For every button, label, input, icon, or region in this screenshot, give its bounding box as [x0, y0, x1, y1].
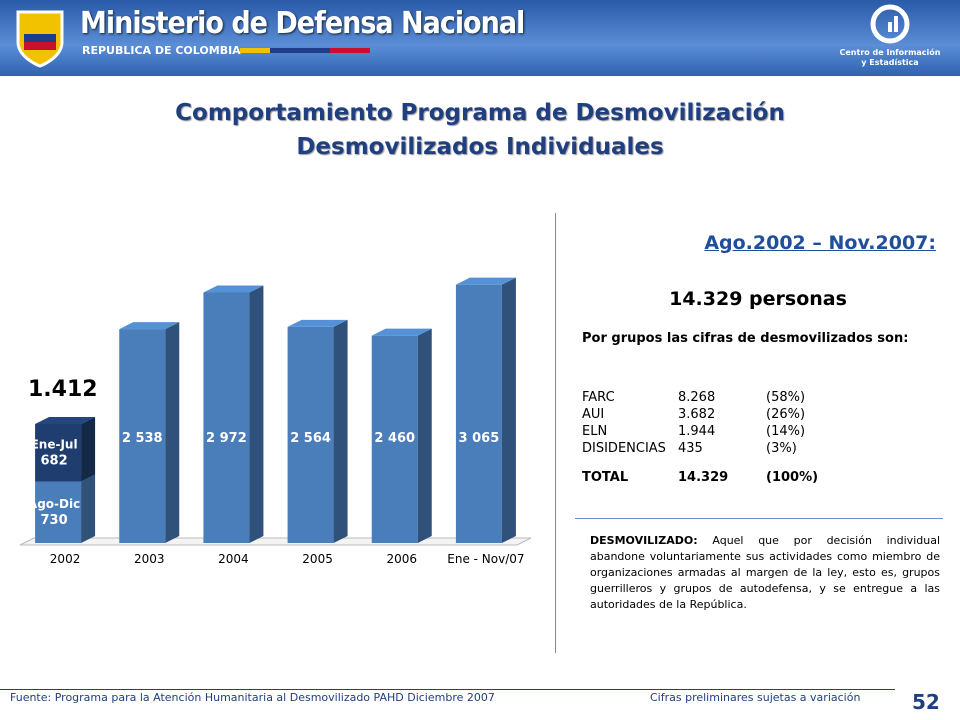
value-label: 2 460 — [374, 431, 415, 446]
center-line: y Estadística — [861, 58, 919, 67]
table-cell: 14.329 — [678, 470, 729, 485]
bar — [35, 423, 82, 482]
bar-side — [417, 328, 432, 543]
bar-side — [501, 277, 516, 543]
table-cell: (14%) — [766, 424, 806, 439]
bar — [119, 329, 166, 543]
footer-line — [0, 689, 895, 690]
center-label: Centro de Información y Estadística — [830, 48, 950, 68]
separator — [575, 518, 943, 519]
chart: 1.412 2002 Ago-Dic 730 Ene-Jul 682 2003 2 538 2… — [19, 277, 532, 566]
definition-term: DESMOVILIZADO: — [590, 534, 698, 547]
total-annotation: 1.412 — [28, 377, 98, 402]
header-band: Ministerio de Defensa Nacional REPUBLICA… — [0, 0, 960, 76]
value-label: 2 538 — [122, 431, 163, 446]
x-tick-label: 2006 — [386, 552, 417, 566]
segment-name: Ago-Dic — [28, 497, 80, 511]
flag-blue — [270, 48, 330, 53]
table-cell: 435 — [678, 441, 703, 456]
divider — [555, 213, 556, 653]
source: Fuente: Programa para la Atención Humani… — [10, 691, 495, 704]
table-cell: (100%) — [766, 470, 819, 485]
table-cell: 3.682 — [678, 407, 716, 422]
bar-side — [81, 474, 96, 543]
table-cell: DISIDENCIAS — [582, 441, 666, 456]
x-tick-label: 2005 — [302, 552, 333, 566]
period: Ago.2002 – Nov.2007: — [704, 232, 936, 254]
segment-name: Ene-Jul — [31, 438, 78, 452]
table-cell: ELN — [582, 424, 608, 439]
table-row: DISIDENCIAS 435 (3%) — [582, 441, 846, 458]
intro: Por grupos las cifras de desmovilizados … — [582, 331, 909, 346]
table-cell: (3%) — [766, 441, 797, 456]
value-label: 2 564 — [290, 431, 331, 446]
slide-title: Comportamiento Programa de Desmovilizaci… — [175, 100, 785, 126]
bar-top — [119, 322, 180, 330]
table-row: TOTAL 14.329 (100%) — [582, 458, 846, 487]
value-label: 3 065 — [459, 431, 500, 446]
bar — [371, 335, 418, 543]
bar-side — [165, 322, 180, 543]
bar-top — [371, 328, 432, 336]
x-tick-label: 2003 — [134, 552, 165, 566]
bar — [455, 284, 502, 543]
table-row: FARC 8.268 (58%) — [582, 390, 846, 407]
value-label: 682 — [41, 454, 68, 469]
bar-side — [333, 319, 348, 543]
table-cell: (26%) — [766, 407, 806, 422]
table-cell: (58%) — [766, 390, 806, 405]
shield — [16, 10, 64, 68]
total: 14.329 personas — [669, 288, 847, 310]
value-label: 2 972 — [206, 431, 247, 446]
table-cell: TOTAL — [582, 470, 629, 485]
bar — [203, 292, 250, 543]
value-label: 730 — [41, 513, 68, 528]
x-tick-label: 2002 — [50, 552, 81, 566]
center-line: Centro de Información — [839, 48, 941, 57]
x-tick-label: 2004 — [218, 552, 249, 566]
table-cell: AUI — [582, 407, 605, 422]
floor — [19, 537, 532, 546]
flag-red — [330, 48, 370, 53]
bar-top — [287, 319, 348, 327]
x-tick-label: Ene - Nov/07 — [447, 552, 524, 566]
bar-top — [203, 285, 264, 293]
definition: DESMOVILIZADO: Aquel que por decisión in… — [590, 533, 940, 613]
bar — [35, 481, 82, 543]
center-logo — [870, 4, 910, 44]
table-row: ELN 1.944 (14%) — [582, 424, 846, 441]
table-cell: 1.944 — [678, 424, 716, 439]
header-subtitle: REPUBLICA DE COLOMBIA — [82, 44, 241, 57]
header-title: Ministerio de Defensa Nacional — [80, 6, 525, 41]
slide-title: Desmovilizados Individuales — [296, 134, 664, 160]
definition-text: Aquel que por decisión individual abando… — [590, 534, 941, 611]
page-number: 52 — [912, 690, 940, 714]
bar-top — [455, 277, 516, 285]
table-row: AUI 3.682 (26%) — [582, 407, 846, 424]
table-cell: FARC — [582, 390, 615, 405]
bar — [287, 326, 334, 543]
bar-side — [249, 285, 264, 543]
bar-side — [81, 416, 96, 482]
table-cell: 8.268 — [678, 390, 716, 405]
groups-table: FARC 8.268 (58%) AUI 3.682 (26%) ELN 1.944 (14%)… — [582, 390, 846, 487]
note: Cifras preliminares sujetas a variación — [650, 691, 861, 704]
bar-top — [35, 416, 96, 424]
